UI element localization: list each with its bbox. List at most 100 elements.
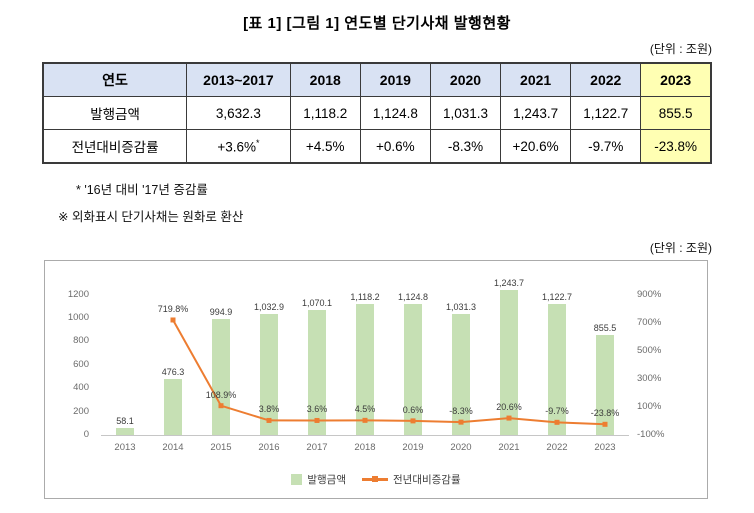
line-marker	[170, 317, 176, 323]
right-axis-tick: -100%	[637, 429, 665, 440]
line-marker	[266, 417, 272, 423]
right-axis-tick: 500%	[637, 344, 662, 356]
table-header-2023: 2023	[640, 62, 712, 97]
table-cell: 1,118.2	[289, 96, 361, 130]
unit-note-chart: (단위 : 조원)	[649, 241, 712, 255]
bar	[356, 304, 374, 435]
table-header-2022: 2022	[570, 62, 642, 97]
bar-value-label: 855.5	[593, 322, 617, 333]
line-value-label: -23.8%	[590, 408, 620, 419]
bar-value-label: 1,070.1	[301, 297, 333, 308]
line-value-label: 719.8%	[157, 303, 189, 314]
x-axis-label: 2022	[546, 442, 568, 453]
bar-value-label: 1,031.3	[445, 302, 477, 313]
x-axis-label: 2017	[306, 442, 328, 453]
right-axis-tick: 300%	[637, 372, 662, 384]
table-header-row: 연도 2013~2017 2018 2019 2020 2021 2022 2023	[42, 62, 712, 97]
table-header-year: 연도	[42, 62, 188, 97]
legend-line-label: 전년대비증감률	[393, 474, 461, 486]
bar-series-swatch-icon	[291, 474, 303, 485]
table-header-2021: 2021	[500, 62, 572, 97]
line-value-label: 4.5%	[354, 404, 376, 415]
line-marker	[458, 419, 464, 425]
left-axis-tick: 1200	[67, 288, 89, 300]
x-axis-label: 2015	[210, 442, 232, 453]
table-cell: 3,632.3	[186, 96, 291, 130]
line-value-label: 3.6%	[306, 404, 328, 415]
table-cell: 1,122.7	[570, 96, 642, 130]
page-title: [표 1] [그림 1] 연도별 단기사채 발행현황	[243, 15, 511, 32]
table-cell: +4.5%	[289, 129, 361, 164]
table-cell: 855.5	[640, 96, 712, 130]
x-axis-label: 2019	[402, 442, 424, 453]
bar-value-label: 476.3	[161, 367, 185, 378]
bar	[116, 428, 134, 435]
line-value-label: -8.3%	[449, 406, 473, 417]
table-cell: +0.6%	[359, 129, 431, 164]
bar	[404, 303, 422, 435]
bar-value-label: 1,122.7	[541, 291, 573, 302]
table-cell: -23.8%	[640, 129, 712, 164]
line-value-label: 0.6%	[402, 404, 424, 415]
legend-item-line: 전년대비증감률	[362, 472, 461, 487]
line-marker	[362, 417, 368, 423]
table-header-2013~2017: 2013~2017	[186, 62, 291, 97]
left-axis-tick: 600	[73, 358, 89, 370]
left-axis-ticks: 0 200 400 600 800 1000 1200	[45, 283, 95, 440]
x-axis-label: 2013	[114, 442, 136, 453]
table-cell: -9.7%	[570, 129, 642, 164]
x-axis-label: 2014	[162, 442, 184, 453]
line-value-label: 20.6%	[496, 402, 522, 413]
line-series	[170, 317, 608, 427]
bar-value-label: 1,032.9	[253, 302, 285, 313]
bar	[212, 318, 230, 435]
footnote-asterisk: * '16년 대비 '17년 증감률	[76, 183, 208, 197]
table-cell: +3.6%*	[186, 129, 291, 164]
line-marker	[602, 421, 608, 427]
right-axis-tick: 900%	[637, 288, 662, 300]
bar-value-label: 1,118.2	[350, 292, 380, 303]
line-value-label: 3.8%	[258, 404, 280, 415]
legend-item-bar: 발행금액	[291, 472, 346, 487]
right-axis-ticks: -100% 100% 300% 500% 700% 900%	[633, 283, 683, 440]
right-axis-tick: 100%	[637, 400, 662, 412]
bar	[548, 303, 566, 435]
line-series-swatch-icon	[362, 476, 388, 482]
row-label: 발행금액	[42, 96, 188, 130]
line-marker	[314, 417, 320, 423]
issuance-table-wrap: 연도 2013~2017 2018 2019 2020 2021 2022 2023 발행금액…	[42, 62, 712, 164]
table-cell: -8.3%	[429, 129, 502, 164]
table-header-2018: 2018	[289, 62, 361, 97]
bar	[308, 309, 326, 435]
right-axis-tick: 700%	[637, 316, 662, 328]
legend-bar-label: 발행금액	[307, 474, 346, 486]
left-axis-tick: 200	[73, 405, 89, 417]
line-marker	[554, 419, 560, 425]
table-header-2019: 2019	[359, 62, 431, 97]
table-cell: 1,243.7	[500, 96, 572, 130]
row-label: 전년대비증감률	[42, 129, 188, 164]
table-cell: 1,124.8	[359, 96, 431, 130]
line-marker	[218, 403, 224, 409]
left-axis-tick: 0	[83, 429, 89, 440]
table-header-2020: 2020	[429, 62, 502, 97]
x-axis-label: 2020	[450, 442, 472, 453]
bar	[596, 334, 614, 435]
issuance-table: 연도 2013~2017 2018 2019 2020 2021 2022 2023 발행금액…	[42, 62, 712, 164]
bar-value-label: 1,124.8	[397, 291, 429, 302]
table-row: 발행금액 3,632.3 1,118.2 1,124.8 1,031.3 1,243.7 1…	[42, 96, 712, 130]
x-axis-label: 2023	[594, 442, 616, 453]
bar	[500, 289, 518, 435]
legend: 발행금액 전년대비증감률	[45, 472, 707, 487]
line-marker	[506, 415, 512, 421]
x-axis-label: 2016	[258, 442, 280, 453]
chart: 0 200 400 600 800 1000 1200 -100% 100% 300% 500% 7…	[44, 260, 708, 499]
x-axis-label: 2018	[354, 442, 376, 453]
left-axis-tick: 1000	[67, 312, 89, 324]
table-cell: +20.6%	[500, 129, 572, 164]
bar-value-label: 58.1	[116, 416, 134, 427]
bar-value-label: 1,243.7	[493, 277, 525, 288]
left-axis-tick: 400	[73, 382, 89, 394]
bar	[260, 314, 278, 435]
